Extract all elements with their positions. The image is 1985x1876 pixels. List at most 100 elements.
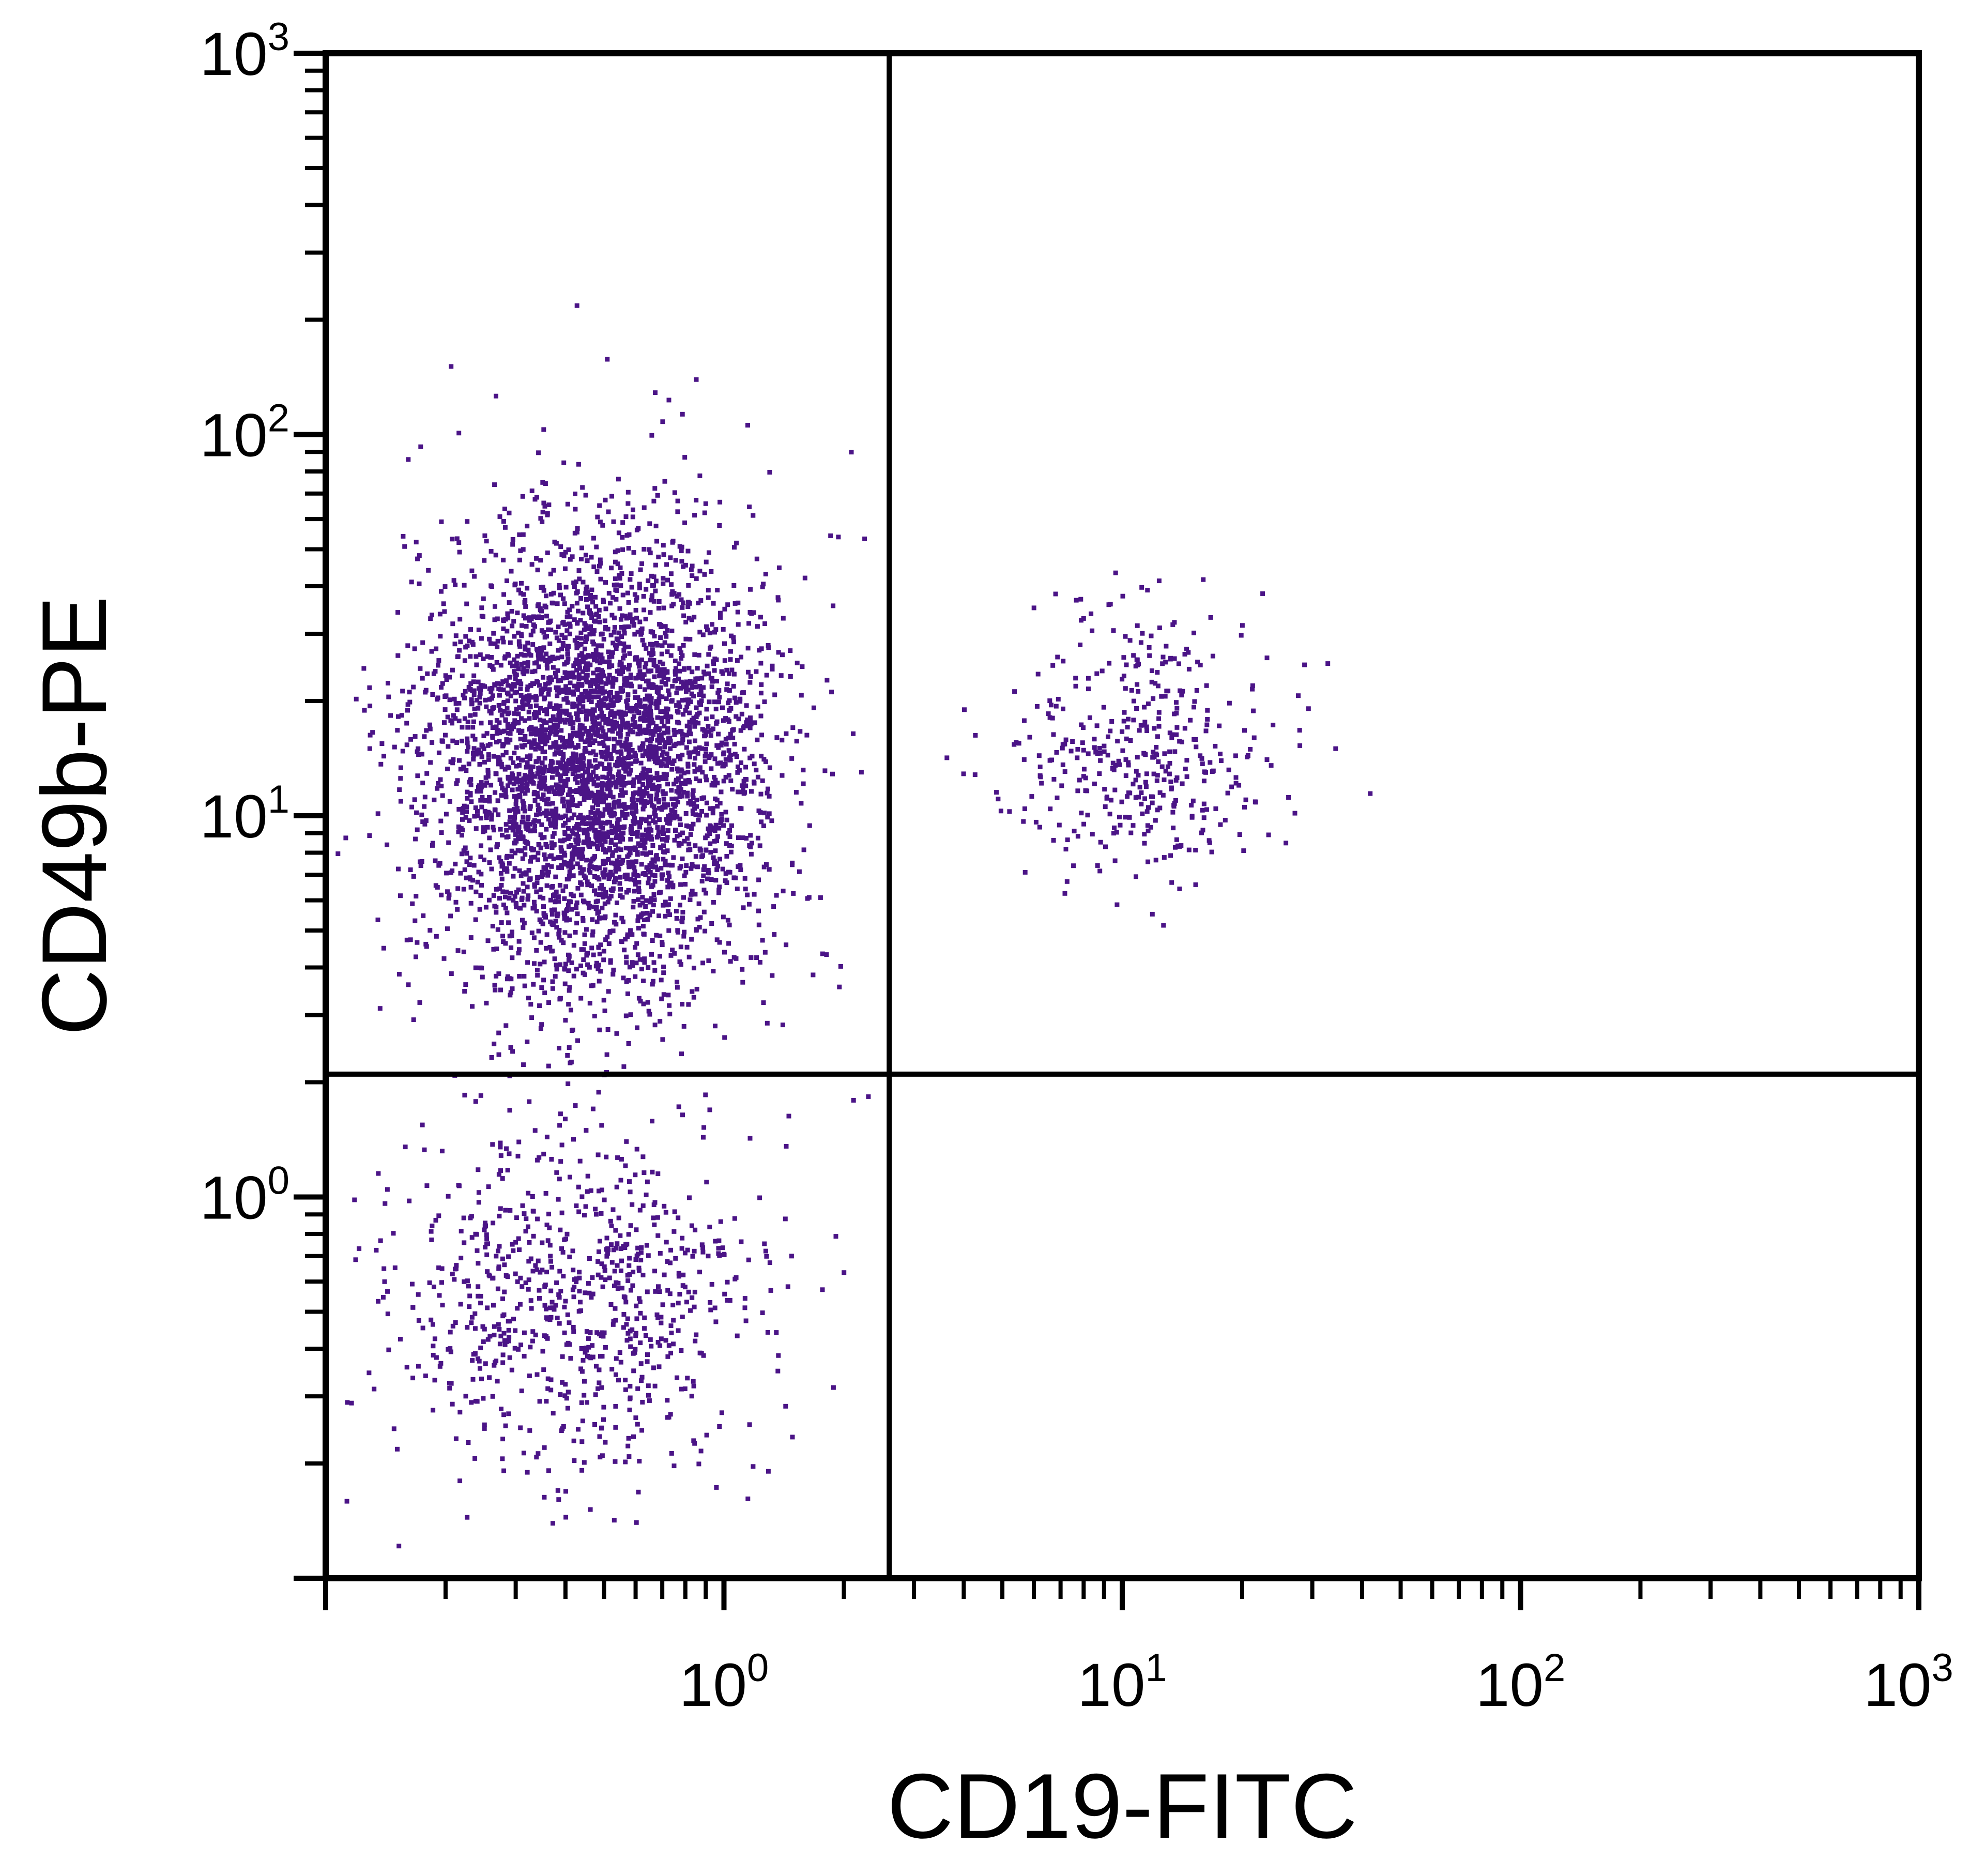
event-dot bbox=[698, 688, 704, 693]
event-dot bbox=[704, 716, 709, 721]
event-dot bbox=[514, 660, 519, 665]
event-dot bbox=[602, 1197, 607, 1202]
event-dot bbox=[590, 1343, 595, 1348]
event-dot bbox=[559, 728, 564, 733]
event-dot bbox=[544, 801, 549, 806]
event-dot bbox=[533, 726, 538, 731]
event-dot bbox=[721, 752, 726, 757]
event-dot bbox=[476, 1190, 481, 1195]
event-dot bbox=[556, 932, 561, 937]
event-dot bbox=[572, 812, 577, 817]
event-dot bbox=[575, 621, 580, 626]
event-dot bbox=[500, 1456, 505, 1461]
event-dot bbox=[545, 785, 550, 790]
event-dot bbox=[679, 774, 684, 779]
event-dot bbox=[566, 777, 570, 782]
event-dot bbox=[423, 688, 429, 693]
event-dot bbox=[685, 790, 690, 796]
event-dot bbox=[551, 590, 556, 596]
event-dot bbox=[659, 1320, 664, 1325]
event-dot bbox=[653, 864, 658, 870]
event-dot bbox=[574, 303, 579, 308]
event-dot bbox=[516, 639, 522, 644]
event-dot bbox=[722, 641, 727, 646]
event-dot bbox=[542, 1494, 547, 1500]
event-dot bbox=[651, 754, 656, 759]
event-dot bbox=[597, 1332, 602, 1337]
event-dot bbox=[491, 754, 496, 759]
event-dot bbox=[625, 723, 631, 728]
event-dot bbox=[670, 761, 675, 766]
event-dot bbox=[583, 1290, 588, 1295]
event-dot bbox=[569, 843, 574, 848]
event-dot bbox=[562, 566, 568, 571]
event-dot bbox=[489, 812, 494, 817]
event-dot bbox=[594, 820, 600, 826]
event-dot bbox=[476, 628, 481, 632]
event-dot bbox=[604, 1154, 609, 1160]
event-dot bbox=[674, 909, 679, 913]
event-dot bbox=[521, 695, 526, 700]
event-dot bbox=[620, 547, 625, 552]
event-dot bbox=[540, 1240, 545, 1245]
event-dot bbox=[487, 686, 492, 691]
event-dot bbox=[507, 1108, 512, 1113]
event-dot bbox=[463, 1394, 468, 1399]
event-dot bbox=[606, 941, 612, 946]
event-dot bbox=[409, 804, 415, 810]
event-dot bbox=[613, 869, 618, 874]
event-dot bbox=[567, 869, 572, 874]
event-dot bbox=[449, 971, 454, 976]
event-dot bbox=[666, 1343, 671, 1348]
event-dot bbox=[545, 550, 550, 555]
event-dot bbox=[418, 666, 423, 671]
event-dot bbox=[500, 833, 505, 838]
event-dot bbox=[487, 636, 492, 642]
event-dot bbox=[602, 1268, 607, 1273]
event-dot bbox=[554, 1170, 559, 1175]
event-dot bbox=[619, 939, 624, 944]
event-dot bbox=[712, 861, 716, 866]
event-dot bbox=[571, 1137, 576, 1142]
event-dot bbox=[584, 1128, 589, 1133]
event-dot bbox=[686, 739, 692, 744]
event-dot bbox=[541, 1151, 546, 1156]
event-dot bbox=[471, 753, 476, 758]
event-dot bbox=[546, 801, 552, 806]
event-dot bbox=[505, 611, 510, 616]
event-dot bbox=[621, 760, 627, 766]
event-dot bbox=[802, 575, 807, 581]
event-dot bbox=[717, 523, 722, 528]
event-dot bbox=[691, 1383, 696, 1389]
event-dot bbox=[797, 869, 802, 874]
event-dot bbox=[426, 568, 431, 573]
event-dot bbox=[597, 700, 602, 705]
event-dot bbox=[548, 719, 553, 724]
event-dot bbox=[584, 953, 589, 958]
event-dot bbox=[576, 1184, 581, 1189]
event-dot bbox=[680, 1236, 685, 1241]
event-dot bbox=[760, 778, 765, 783]
event-dot bbox=[538, 516, 543, 521]
event-dot bbox=[720, 705, 725, 710]
event-dot bbox=[694, 705, 699, 710]
event-dot bbox=[625, 692, 631, 697]
event-dot bbox=[561, 460, 567, 465]
event-dot bbox=[600, 643, 604, 648]
event-dot bbox=[650, 938, 655, 943]
event-dot bbox=[523, 653, 528, 658]
event-dot bbox=[564, 1231, 570, 1237]
event-dot bbox=[469, 701, 474, 707]
event-dot bbox=[607, 736, 612, 741]
event-dot bbox=[719, 789, 724, 795]
event-dot bbox=[496, 703, 501, 708]
event-dot bbox=[673, 659, 678, 663]
event-dot bbox=[416, 1364, 421, 1369]
event-dot bbox=[628, 1396, 633, 1401]
event-dot bbox=[540, 480, 545, 485]
event-dot bbox=[375, 811, 380, 816]
event-dot bbox=[438, 1361, 444, 1366]
event-dot bbox=[680, 919, 685, 924]
event-dot bbox=[514, 890, 519, 895]
event-dot bbox=[661, 903, 666, 908]
